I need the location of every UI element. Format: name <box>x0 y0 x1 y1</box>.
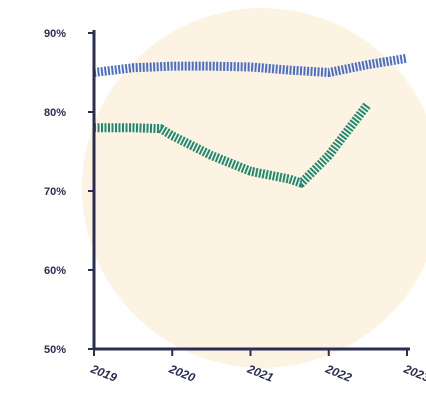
y-tick-label: 70% <box>44 186 66 198</box>
x-tick-label: 2020 <box>166 361 197 384</box>
y-tick-label: 80% <box>44 107 66 119</box>
background-circle <box>82 8 426 368</box>
y-ticks: 50% 60% 70% 80% 90% <box>44 28 94 356</box>
series-layer <box>93 53 408 188</box>
y-tick-label: 90% <box>44 28 66 40</box>
y-tick-label: 60% <box>44 265 66 277</box>
x-tick-label: 2019 <box>88 361 119 384</box>
y-tick-label: 50% <box>44 344 66 356</box>
series-line-2 <box>94 101 372 188</box>
x-tick-label: 2023 <box>401 361 426 384</box>
x-tick-label: 2022 <box>323 361 354 384</box>
